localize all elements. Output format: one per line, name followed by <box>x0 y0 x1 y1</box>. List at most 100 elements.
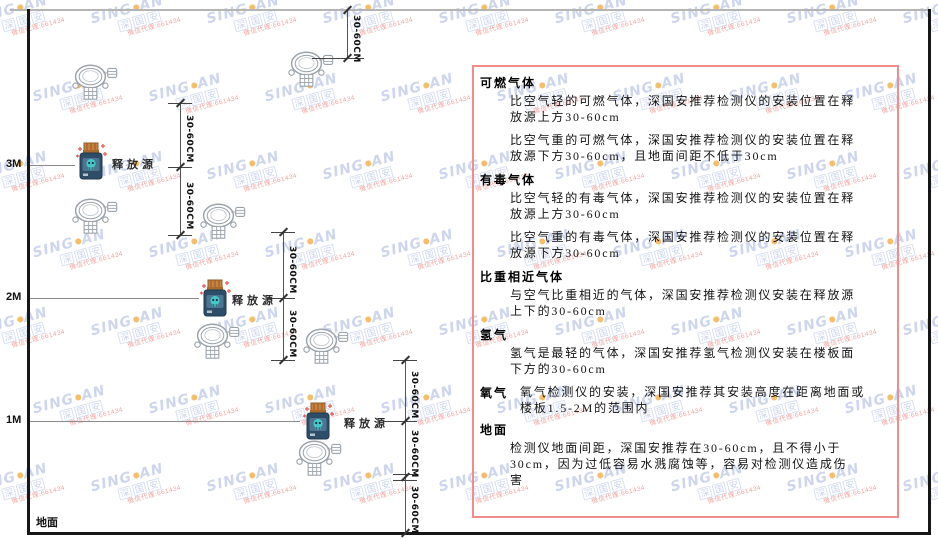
watermark-cn-text: 深国安 <box>58 395 122 423</box>
watermark-agent-text: 微信代理:661434 <box>417 406 473 428</box>
axis-label-ground: 地面 <box>36 517 58 529</box>
gas-detector-icon <box>72 63 118 101</box>
watermark-cn-text: 深国安 <box>58 239 122 267</box>
height-line-1m <box>30 421 300 422</box>
dimension-label: 30-60CM <box>409 486 419 534</box>
watermark-cn-text: 深国安 <box>406 239 470 267</box>
watermark-agent-text: 微信代理:661434 <box>417 94 473 116</box>
watermark-cn-text: 深国安 <box>406 83 470 111</box>
guide-section-heading: 比重相近气体 <box>480 270 565 284</box>
watermark-dot-icon <box>16 471 24 479</box>
gas-detector-icon <box>288 50 334 88</box>
dimension-tick <box>312 58 364 59</box>
guide-section-paragraph: 比空气重的可燃气体，深国安推荐检测仪的安装位置在释放源下方30-60cm，且地面… <box>510 133 856 163</box>
dimension-line <box>347 10 348 58</box>
watermark-dot-icon <box>364 471 372 479</box>
watermark-dot-icon <box>248 315 256 323</box>
guide-section-paragraph: 比空气轻的可燃气体，深国安推荐检测仪的安装位置在释放源上方30-60cm <box>510 94 856 124</box>
dimension-line <box>405 360 406 533</box>
dimension-label: 30-60CM <box>184 115 194 163</box>
dimension-tick <box>384 421 417 422</box>
dimension-label: 30-60CM <box>287 310 297 358</box>
guide-section: 有毒气体比空气轻的有毒气体，深国安推荐检测仪的安装位置在释放源上方30-60cm… <box>480 171 889 261</box>
dimension-label: 30-60CM <box>287 246 297 294</box>
guide-section: 氢气 氢气是最轻的气体，深国安推荐氢气检测仪安装在楼板面下方的30-60cm <box>480 326 889 377</box>
release-source-label: 释放源 <box>112 159 157 171</box>
watermark-agent-text: 微信代理:661434 <box>359 328 415 350</box>
guide-section-heading: 可燃气体 <box>480 76 537 90</box>
watermark-cn-text: 深国安 <box>116 473 180 501</box>
watermark-dot-icon <box>306 393 314 401</box>
watermark-agent-text: 微信代理:661434 <box>591 16 647 38</box>
guide-section-heading: 地面 <box>480 423 509 437</box>
gas-detector-icon <box>303 327 349 365</box>
watermark-dot-icon <box>422 237 430 245</box>
watermark-agent-text: 微信代理:661434 <box>69 406 125 428</box>
watermark-cn-text: 深国安 <box>232 473 296 501</box>
guide-section: 比重相近气体 与空气比重相近的气体，深国安推荐检测仪安装在释放源上下的30-60c… <box>480 268 889 319</box>
guide-section-heading: 氧气 <box>480 386 509 400</box>
watermark-dot-icon <box>422 81 430 89</box>
dimension-line <box>180 103 181 235</box>
watermark-agent-text: 微信代理:661434 <box>243 172 299 194</box>
watermark-dot-icon <box>364 159 372 167</box>
watermark-agent-text: 微信代理:661434 <box>417 250 473 272</box>
gas-detector-icon <box>296 439 342 477</box>
watermark-cn-text: 深国安 <box>290 239 354 267</box>
dimension-label: 30-60CM <box>184 182 194 230</box>
guide-section: 可燃气体比空气轻的可燃气体，深国安推荐检测仪的安装位置在释放源上方30-60cm… <box>480 74 889 164</box>
guide-section: 氧气 氧气检测仪的安装，深国安推荐其安装高度在距离地面或楼板1.5-2M的范围内 <box>480 384 889 416</box>
watermark-agent-text: 微信代理:661434 <box>243 484 299 506</box>
watermark-dot-icon <box>190 237 198 245</box>
gas-detector-icon <box>72 197 118 235</box>
ceiling-line <box>10 9 931 11</box>
installation-guide-panel: 可燃气体比空气轻的可燃气体，深国安推荐检测仪的安装位置在释放源上方30-60cm… <box>472 65 899 518</box>
guide-section-heading: 有毒气体 <box>480 173 537 187</box>
watermark-cn-text: 深国安 <box>0 473 64 501</box>
guide-section: 地面 检测仪地面间距，深国安推荐在30-60cm，且不得小于30cm，因为过低容易… <box>480 421 889 488</box>
watermark-dot-icon <box>422 393 430 401</box>
height-line-3m <box>30 165 75 166</box>
watermark-dot-icon <box>248 471 256 479</box>
dimension-label: 30-60CM <box>409 430 419 478</box>
guide-section-paragraph: 比空气轻的有毒气体，深国安推荐检测仪的安装位置在释放源上方30-60cm <box>510 191 856 221</box>
watermark-agent-text: 微信代理:661434 <box>127 172 183 194</box>
gas-detector-icon <box>194 322 240 360</box>
watermark-dot-icon <box>132 315 140 323</box>
watermark-dot-icon <box>190 81 198 89</box>
gas-detector-icon <box>200 202 246 240</box>
height-line-2m <box>30 298 199 299</box>
guide-section-paragraph: 检测仪地面间距，深国安推荐在30-60cm，且不得小于30cm，因为过低容易水溅… <box>510 441 848 487</box>
watermark-cn-text: 深国安 <box>0 317 64 345</box>
watermark-agent-text: 微信代理:661434 <box>185 94 241 116</box>
